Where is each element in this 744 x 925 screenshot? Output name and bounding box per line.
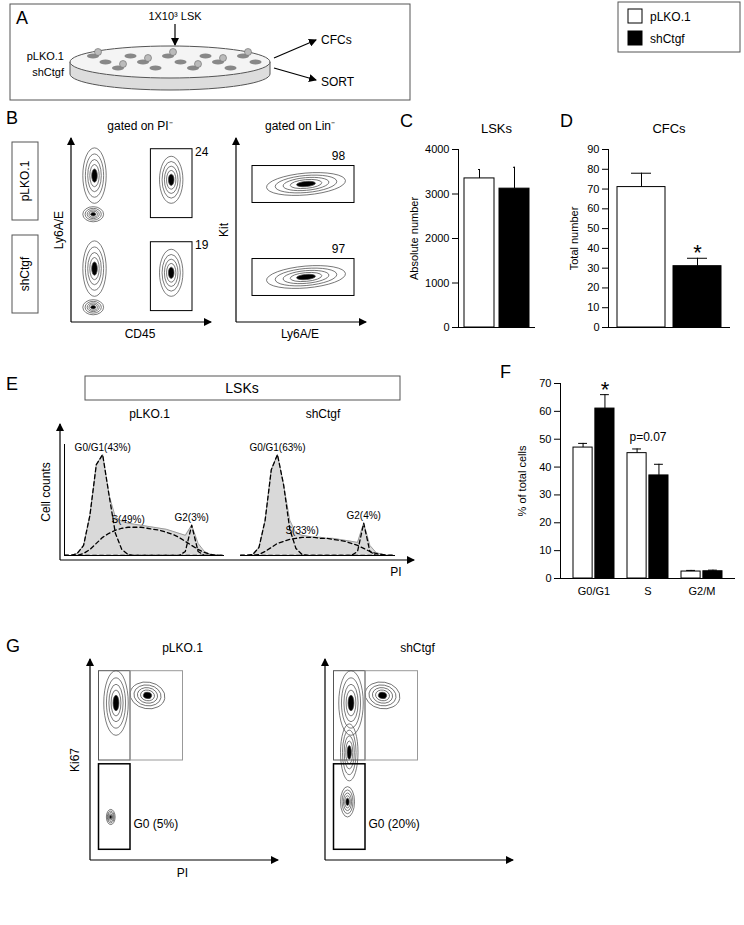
svg-text:*: *	[693, 240, 702, 265]
svg-text:F: F	[500, 362, 511, 382]
svg-text:0: 0	[545, 572, 551, 584]
svg-text:Ly6A/E: Ly6A/E	[52, 211, 66, 249]
svg-text:70: 70	[539, 377, 551, 389]
svg-text:60: 60	[539, 405, 551, 417]
svg-text:G2(4%): G2(4%)	[346, 510, 380, 521]
svg-text:97: 97	[332, 242, 346, 256]
svg-text:pLKO.1: pLKO.1	[650, 10, 691, 24]
svg-text:90: 90	[587, 143, 599, 155]
svg-text:80: 80	[587, 163, 599, 175]
svg-text:3000: 3000	[425, 188, 449, 200]
svg-text:LSKs: LSKs	[481, 121, 513, 136]
svg-text:40: 40	[587, 242, 599, 254]
svg-text:PI: PI	[390, 565, 401, 579]
svg-text:Absolute number: Absolute number	[408, 197, 420, 280]
svg-text:pLKO.1: pLKO.1	[18, 160, 32, 201]
svg-text:60: 60	[587, 202, 599, 214]
svg-text:shCtgf: shCtgf	[400, 641, 435, 655]
svg-text:LSKs: LSKs	[225, 380, 258, 396]
svg-text:G0 (5%): G0 (5%)	[134, 817, 179, 831]
svg-text:gated on Lin⁻: gated on Lin⁻	[265, 119, 335, 133]
svg-text:pLKO.1: pLKO.1	[129, 407, 170, 421]
svg-text:G2/M: G2/M	[689, 585, 716, 597]
svg-text:G0 (20%): G0 (20%)	[369, 817, 420, 831]
svg-text:20: 20	[587, 281, 599, 293]
svg-text:pLKO.1: pLKO.1	[162, 641, 203, 655]
svg-text:shCtgf: shCtgf	[650, 32, 685, 46]
svg-text:A: A	[16, 8, 28, 28]
svg-text:G: G	[6, 636, 20, 656]
svg-text:24: 24	[195, 145, 209, 159]
svg-text:G0/G1: G0/G1	[578, 585, 610, 597]
svg-text:Ki67: Ki67	[68, 748, 82, 772]
svg-text:50: 50	[539, 433, 551, 445]
svg-text:B: B	[6, 108, 18, 128]
svg-text:1X10³ LSK: 1X10³ LSK	[148, 10, 202, 22]
svg-text:shCtgf: shCtgf	[306, 407, 341, 421]
svg-text:p=0.07: p=0.07	[629, 430, 666, 444]
svg-text:Cell counts: Cell counts	[39, 462, 53, 521]
svg-text:4000: 4000	[425, 143, 449, 155]
svg-text:40: 40	[539, 461, 551, 473]
svg-text:CD45: CD45	[125, 327, 156, 341]
svg-text:20: 20	[539, 516, 551, 528]
svg-text:CFCs: CFCs	[652, 121, 686, 136]
svg-text:G2(3%): G2(3%)	[174, 512, 208, 523]
svg-text:gated on PI⁻: gated on PI⁻	[107, 119, 172, 133]
svg-text:pLKO.1: pLKO.1	[27, 50, 64, 62]
svg-text:0: 0	[443, 321, 449, 333]
svg-text:70: 70	[587, 183, 599, 195]
svg-text:*: *	[601, 377, 610, 402]
svg-text:S(49%): S(49%)	[111, 514, 144, 525]
svg-text:10: 10	[587, 301, 599, 313]
svg-text:19: 19	[195, 238, 209, 252]
svg-text:Kit: Kit	[217, 222, 231, 237]
svg-text:G0/G1(43%): G0/G1(43%)	[75, 442, 131, 453]
svg-text:C: C	[400, 111, 413, 131]
svg-text:50: 50	[587, 222, 599, 234]
svg-text:Total number: Total number	[568, 206, 580, 270]
svg-text:PI: PI	[177, 866, 188, 880]
svg-text:CFCs: CFCs	[321, 33, 352, 47]
svg-text:S: S	[644, 585, 651, 597]
svg-text:SORT: SORT	[321, 75, 355, 89]
svg-text:E: E	[6, 374, 18, 394]
svg-text:30: 30	[587, 262, 599, 274]
svg-text:2000: 2000	[425, 232, 449, 244]
svg-text:10: 10	[539, 544, 551, 556]
svg-text:D: D	[560, 111, 573, 131]
svg-text:Ly6A/E: Ly6A/E	[281, 327, 319, 341]
svg-text:G0/G1(63%): G0/G1(63%)	[249, 442, 305, 453]
svg-text:% of total cells: % of total cells	[516, 445, 528, 516]
svg-text:0: 0	[593, 321, 599, 333]
svg-text:30: 30	[539, 488, 551, 500]
svg-text:shCtgf: shCtgf	[32, 66, 65, 78]
svg-text:1000: 1000	[425, 277, 449, 289]
svg-text:S(33%): S(33%)	[285, 525, 318, 536]
svg-text:98: 98	[332, 149, 346, 163]
svg-text:shCtgf: shCtgf	[18, 256, 32, 291]
